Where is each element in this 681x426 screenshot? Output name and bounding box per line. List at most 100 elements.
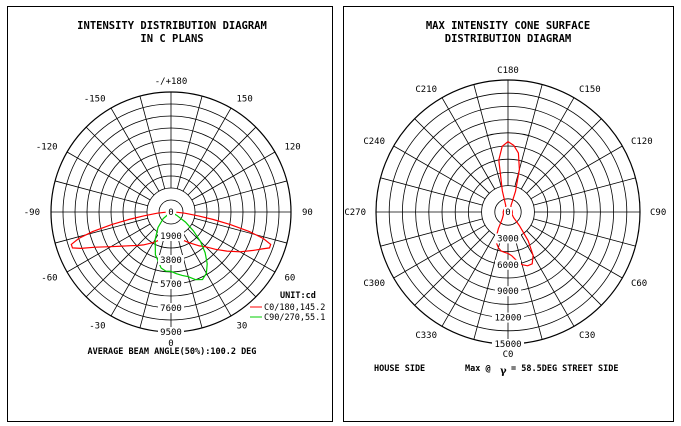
right-title-line1: MAX INTENSITY CONE SURFACE <box>426 20 590 32</box>
left-angle-label: -60 <box>41 274 57 284</box>
right-grid-spoke <box>380 218 483 247</box>
left-radial-label-bg <box>167 207 175 217</box>
right-radial-label-bg <box>492 312 524 323</box>
left-angle-label: -90 <box>24 208 40 218</box>
left-grid-spoke <box>139 95 166 189</box>
left-grid-spoke <box>54 180 148 207</box>
right-radial-label: 15000 <box>494 340 521 350</box>
left-angle-label: -/+180 <box>155 77 188 87</box>
right-angle-labels: C180 C150 C120 C90 C60 C30 C0 C330 C300 C270 C240 C… <box>344 66 666 360</box>
left-chart: INTENSITY DISTRIBUTION DIAGRAM IN C PLAN… <box>24 20 326 357</box>
right-radial-label: 6000 <box>497 261 519 271</box>
left-grid-spoke <box>182 107 232 192</box>
left-grid-spoke <box>139 235 166 329</box>
right-grid-spoke <box>533 177 636 206</box>
right-grid-spoke <box>533 218 636 247</box>
right-angle-label: C210 <box>415 85 437 95</box>
right-radial-label-bg <box>495 259 521 270</box>
right-angle-label: C60 <box>631 279 647 289</box>
right-grid-spoke <box>380 177 483 206</box>
left-angle-label: -150 <box>84 95 106 105</box>
left-grid-spoke <box>191 151 276 201</box>
left-grid-spoke <box>194 180 288 207</box>
right-radial-label: 0 <box>505 208 510 218</box>
right-grid-spoke <box>414 118 490 194</box>
right-radial-label-bg <box>504 207 512 217</box>
left-radial-label: 3800 <box>160 256 182 266</box>
left-title-line2: IN C PLANS <box>140 33 203 45</box>
right-grid-spoke <box>530 145 623 200</box>
right-radial-label-bg <box>492 339 524 349</box>
right-chart: MAX INTENSITY CONE SURFACE DISTRIBUTION … <box>344 20 666 377</box>
left-grid-spoke <box>191 223 276 273</box>
right-grid-spoke <box>526 118 602 194</box>
right-grid-spoke <box>473 237 502 340</box>
right-grid-spoke <box>393 224 486 279</box>
left-angle-label: 150 <box>237 95 253 105</box>
left-grid-spoke <box>54 217 148 244</box>
left-grid-spoke <box>176 235 203 329</box>
left-angle-label: 120 <box>284 143 300 153</box>
left-radial-label-bg <box>158 303 184 313</box>
right-angle-label: C90 <box>650 208 666 218</box>
right-grid-spoke <box>514 237 543 340</box>
left-radial-label-bg <box>158 327 184 337</box>
left-footer: AVERAGE BEAM ANGLE(50%):100.2 DEG <box>88 347 257 357</box>
left-radial-label: 9500 <box>160 328 182 338</box>
right-grid-spoke <box>393 145 486 200</box>
left-series-1-curve <box>154 211 208 281</box>
right-angle-label: C270 <box>344 208 366 218</box>
right-grid-ring <box>494 198 522 226</box>
gamma-symbol: γ <box>500 366 507 377</box>
left-angle-label: -120 <box>36 143 58 153</box>
right-polar-grid <box>375 79 641 345</box>
right-series-0-curve <box>495 140 534 267</box>
left-radial-label-bg <box>158 279 184 289</box>
right-grid-spoke <box>520 234 575 327</box>
left-angle-labels: -/+180 150 120 90 60 30 0 -30 -60 -90 -120 -150 <box>24 77 313 349</box>
left-radial-label: 5700 <box>160 280 182 290</box>
left-grid-spoke <box>85 228 155 298</box>
left-grid-spoke <box>194 217 288 244</box>
right-radial-label-bg <box>495 233 521 244</box>
left-angle-label: 60 <box>284 274 295 284</box>
right-radial-label: 9000 <box>497 287 519 297</box>
left-radial-label: 0 <box>168 208 173 218</box>
legend-label-c90: C90/270,55.1 <box>264 313 325 323</box>
right-grid-spoke <box>414 230 490 306</box>
left-unit-label: UNIT:cd <box>280 291 316 301</box>
left-radial-labels: 0 1900 3800 5700 7600 9500 <box>158 207 184 338</box>
left-angle-label: 30 <box>237 321 248 331</box>
right-radial-label-bg <box>495 286 521 297</box>
left-angle-label: -30 <box>89 321 105 331</box>
right-title-line2: DISTRIBUTION DIAGRAM <box>445 33 571 45</box>
right-grid-spoke <box>441 97 496 190</box>
right-radial-label: 3000 <box>497 234 519 244</box>
left-angle-label: 0 <box>168 339 173 349</box>
right-angle-label: C30 <box>579 331 595 341</box>
left-panel-frame <box>7 6 333 422</box>
left-grid-spoke <box>85 126 155 196</box>
legend-label-c0: C0/180,145.2 <box>264 303 325 313</box>
right-angle-label: C300 <box>363 279 385 289</box>
right-curves <box>495 140 534 267</box>
left-radial-label-bg <box>158 231 184 241</box>
left-grid-spoke <box>66 223 151 273</box>
left-grid-spoke <box>66 151 151 201</box>
right-angle-label: C120 <box>631 137 653 147</box>
left-grid-spoke <box>110 107 160 192</box>
right-panel-frame <box>343 6 674 422</box>
left-radial-label-bg <box>158 255 184 265</box>
right-radial-label: 12000 <box>494 314 521 324</box>
house-side-label: HOUSE SIDE <box>374 364 425 374</box>
left-radial-label: 1900 <box>160 232 182 242</box>
right-grid-spoke <box>520 97 575 190</box>
right-grid-spoke <box>473 84 502 187</box>
left-radial-label: 7600 <box>160 304 182 314</box>
right-angle-label: C180 <box>497 66 519 76</box>
left-title-line1: INTENSITY DISTRIBUTION DIAGRAM <box>77 20 267 32</box>
right-angle-label: C150 <box>579 85 601 95</box>
left-grid-ring <box>158 199 184 225</box>
left-grid-spoke <box>182 232 232 317</box>
